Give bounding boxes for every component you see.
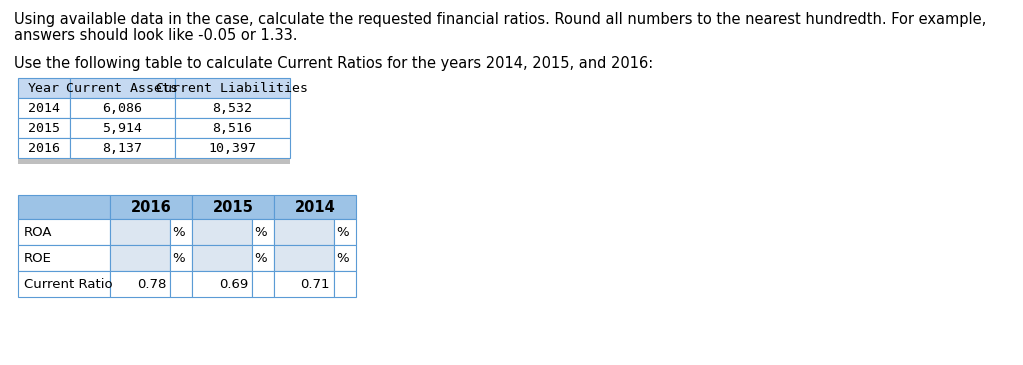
Bar [274, 195, 356, 219]
Bar [18, 78, 70, 98]
Text: 2016: 2016 [131, 200, 172, 215]
Bar [252, 271, 274, 297]
Bar [70, 138, 175, 158]
Text: 2016: 2016 [28, 142, 60, 154]
Text: %: % [172, 251, 184, 265]
Bar [18, 195, 110, 219]
Bar [333, 271, 356, 297]
Text: 8,532: 8,532 [213, 101, 253, 115]
Text: %: % [336, 251, 349, 265]
Text: 0.71: 0.71 [301, 277, 330, 291]
Text: 0.78: 0.78 [137, 277, 166, 291]
Text: 2014: 2014 [28, 101, 60, 115]
Bar [333, 219, 356, 245]
Text: Use the following table to calculate Current Ratios for the years 2014, 2015, an: Use the following table to calculate Cur… [14, 56, 654, 71]
Text: %: % [172, 226, 184, 238]
Bar [175, 138, 290, 158]
Text: %: % [254, 226, 267, 238]
Bar [110, 219, 170, 245]
Bar [192, 271, 252, 297]
Bar [18, 219, 110, 245]
Bar [192, 219, 252, 245]
Text: 5,914: 5,914 [102, 122, 142, 134]
Bar [175, 98, 290, 118]
Text: Using available data in the case, calculate the requested financial ratios. Roun: Using available data in the case, calcul… [14, 12, 986, 27]
Bar [274, 219, 333, 245]
Bar [274, 271, 333, 297]
Bar [175, 78, 290, 98]
Text: 2015: 2015 [213, 200, 254, 215]
Text: 8,516: 8,516 [213, 122, 253, 134]
Bar [18, 118, 70, 138]
Bar [192, 195, 274, 219]
Text: Current Ratio: Current Ratio [24, 277, 113, 291]
Bar [110, 245, 170, 271]
Text: %: % [336, 226, 349, 238]
Bar [175, 118, 290, 138]
Text: Current Liabilities: Current Liabilities [157, 81, 309, 95]
Bar [252, 219, 274, 245]
Bar [170, 219, 192, 245]
Bar [110, 195, 192, 219]
Bar [18, 159, 290, 164]
Bar [170, 245, 192, 271]
Bar [252, 245, 274, 271]
Text: Year: Year [28, 81, 60, 95]
Text: 10,397: 10,397 [209, 142, 257, 154]
Text: answers should look like -0.05 or 1.33.: answers should look like -0.05 or 1.33. [14, 28, 298, 43]
Bar [18, 98, 70, 118]
Bar [170, 271, 192, 297]
Text: %: % [254, 251, 267, 265]
Bar [18, 138, 70, 158]
Text: 2015: 2015 [28, 122, 60, 134]
Text: ROA: ROA [24, 226, 52, 238]
Bar [18, 271, 110, 297]
Bar [274, 245, 333, 271]
Bar [192, 245, 252, 271]
Bar [18, 245, 110, 271]
Bar [333, 245, 356, 271]
Bar [70, 118, 175, 138]
Text: 0.69: 0.69 [219, 277, 248, 291]
Text: 6,086: 6,086 [102, 101, 142, 115]
Bar [70, 98, 175, 118]
Text: 8,137: 8,137 [102, 142, 142, 154]
Bar [70, 78, 175, 98]
Text: ROE: ROE [24, 251, 52, 265]
Text: 2014: 2014 [295, 200, 336, 215]
Text: Current Assets: Current Assets [66, 81, 178, 95]
Bar [110, 271, 170, 297]
